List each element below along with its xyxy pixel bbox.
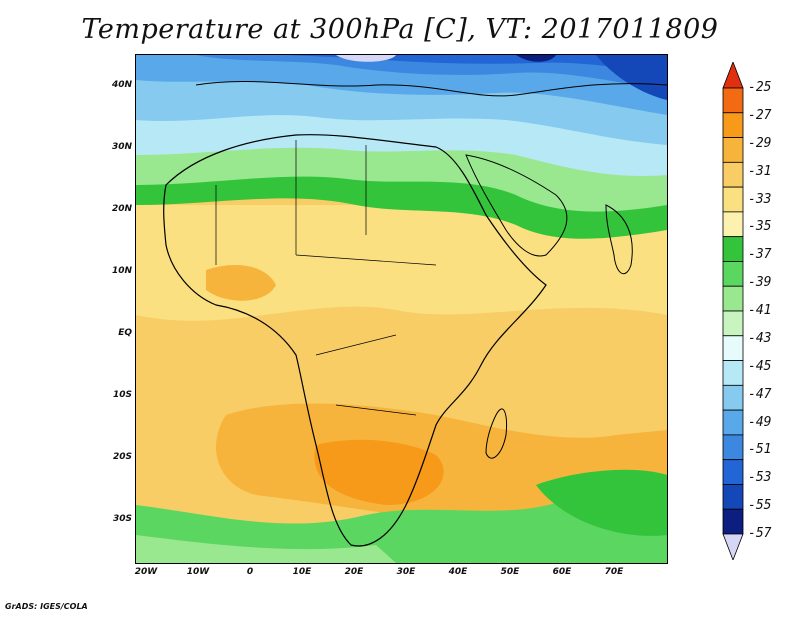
field-band-31-west [206,265,276,301]
lon-label: 70E [604,567,624,577]
colorbar-label: -33 [748,191,772,207]
colorbar-label: -39 [748,275,772,291]
colorbar-swatch [722,384,744,411]
lon-label: 30E [396,567,416,577]
lat-label: 20S [112,452,132,462]
lon-label: 40E [448,567,468,577]
lon-label: 20E [344,567,364,577]
colorbar-label: -47 [748,386,772,402]
colorbar-swatch [722,459,744,485]
lon-label: 20W [134,567,158,577]
colorbar-bottom-triangle [722,533,744,560]
field-band-37-southeast [536,469,667,536]
colorbar-label: -43 [748,330,772,346]
field-band-53 [596,55,667,100]
colorbar-label: -55 [748,498,772,514]
lat-label: 20N [111,204,132,214]
colorbar-swatch [722,360,744,386]
colorbar-swatch [722,112,744,138]
field-band-39-south [136,473,667,563]
colorbar-swatch [722,137,744,163]
country-borders [215,140,437,416]
arabia-coastline [465,154,568,257]
colorbar-label: -35 [748,219,772,235]
field-band-57 [516,55,556,62]
colorbar-label: -27 [748,107,772,123]
colorbar-swatch [722,87,744,114]
colorbar-swatch [722,261,744,287]
lon-label: 50E [500,567,520,577]
lon-label: 0 [246,567,254,577]
map-title: Temperature at 300hPa [C], VT: 201701180… [81,14,719,45]
colorbar [722,62,744,560]
field-band-below-57 [336,55,396,62]
field-band-49 [196,55,667,90]
colorbar-swatch [722,508,744,535]
colorbar-label: -53 [748,470,772,486]
colorbar-label: -37 [748,247,772,263]
colorbar-label: -31 [748,163,772,179]
temperature-map [135,54,668,564]
lat-label: 10N [111,266,132,276]
colorbar-swatch [722,236,744,262]
colorbar-label: -25 [748,80,772,95]
colorbar-swatch [722,285,744,312]
colorbar-swatch [722,484,744,510]
colorbar-label: -49 [748,414,772,430]
madagascar-coastline [485,408,507,459]
field-band-29 [314,439,444,505]
field-band-41-south [136,535,396,563]
colorbar-swatch [722,434,744,461]
colorbar-swatch [722,409,744,436]
lon-label: 10W [186,567,210,577]
lat-label: 10S [112,390,132,400]
lat-label: 40N [111,80,132,90]
india-coastline [605,204,633,275]
map-canvas [136,55,667,563]
colorbar-label: -29 [748,135,772,151]
colorbar-label: -51 [748,442,772,458]
colorbar-swatch [722,310,744,337]
colorbar-label: -57 [748,526,772,541]
colorbar-swatch [722,186,744,213]
colorbar-swatch [722,335,744,361]
lat-label: 30N [111,142,132,152]
africa-coastline [163,134,547,547]
colorbar-swatch [722,211,744,238]
credit-text: GrADS: IGES/COLA [5,602,88,611]
europe-coastline [195,81,667,97]
lat-label: 30S [112,514,132,524]
colorbar-label: -45 [748,358,772,374]
colorbar-top-triangle [722,62,744,89]
colorbar-swatch [722,161,744,188]
lon-label: 60E [552,567,572,577]
field-band-51 [286,55,667,75]
colorbar-label: -41 [748,303,772,318]
lon-label: 10E [292,567,312,577]
lat-label: EQ [118,328,132,338]
